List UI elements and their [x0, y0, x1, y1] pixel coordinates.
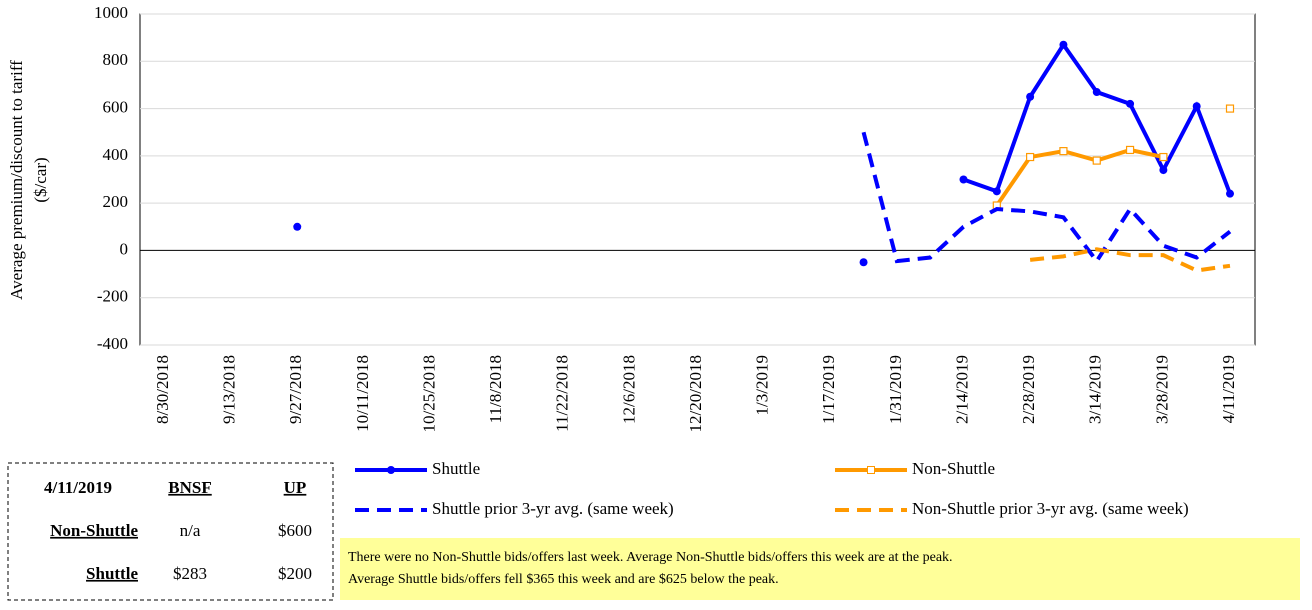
y-tick-label: 400	[103, 145, 129, 164]
x-tick-label: 11/22/2018	[553, 355, 572, 432]
x-tick-label: 12/6/2018	[619, 355, 638, 424]
x-tick-label: 11/8/2018	[486, 355, 505, 423]
point	[1026, 92, 1035, 101]
plot-area	[139, 13, 1256, 346]
y-axis-title: Average premium/discount to tariff	[7, 60, 26, 300]
x-tick-label: 2/28/2019	[1019, 355, 1038, 424]
note-line: There were no Non-Shuttle bids/offers la…	[348, 550, 953, 565]
table-row-label: Non-Shuttle	[50, 521, 138, 540]
table-cell: $600	[278, 521, 312, 540]
point	[1126, 99, 1135, 108]
point	[1225, 104, 1235, 113]
table-header: UP	[284, 478, 307, 497]
point	[1092, 88, 1101, 97]
series-line	[962, 41, 1232, 195]
table-header: BNSF	[168, 478, 211, 497]
y-tick-label: 0	[120, 239, 129, 258]
table-cell: $200	[278, 564, 312, 583]
table-cell: n/a	[180, 521, 201, 540]
x-tick-label: 9/27/2018	[286, 355, 305, 424]
x-tick-label: 9/13/2018	[220, 355, 239, 424]
point	[293, 222, 302, 231]
x-tick-label: 1/3/2019	[753, 355, 772, 415]
point	[959, 175, 968, 184]
x-tick-label: 4/11/2019	[1219, 355, 1238, 423]
x-tick-label: 8/30/2018	[153, 355, 172, 424]
point	[1192, 102, 1201, 111]
y-tick-label: -400	[97, 334, 128, 353]
table-cell: $283	[173, 564, 207, 583]
y-tick-label: 800	[103, 50, 129, 69]
y-axis-title: ($/car)	[31, 157, 50, 202]
legend-label: Shuttle prior 3-yr avg. (same week)	[432, 499, 674, 518]
point	[1226, 189, 1234, 198]
point	[1159, 166, 1168, 175]
point	[1092, 156, 1101, 165]
legend-marker	[867, 466, 875, 474]
y-tick-label: 200	[103, 192, 129, 211]
x-tick-label: 2/14/2019	[952, 355, 971, 424]
table-header: 4/11/2019	[44, 478, 112, 497]
y-tick-label: -200	[97, 287, 128, 306]
point	[1026, 152, 1035, 162]
legend-label: Non-Shuttle	[912, 459, 995, 478]
point	[992, 187, 1001, 196]
point	[1125, 145, 1135, 155]
series-line	[861, 131, 1232, 265]
note-line: Average Shuttle bids/offers fell $365 th…	[348, 572, 779, 587]
summary-table-border	[7, 462, 334, 601]
x-tick-label: 3/28/2019	[1152, 355, 1171, 424]
point	[1159, 152, 1168, 162]
series-line	[1029, 247, 1231, 273]
table-row-label: Shuttle	[86, 564, 138, 583]
x-tick-label: 10/25/2018	[419, 355, 438, 432]
point	[859, 258, 868, 267]
legend-label: Shuttle	[432, 459, 480, 478]
y-tick-label: 1000	[94, 3, 128, 22]
point	[1059, 147, 1068, 156]
legend-marker	[387, 466, 395, 474]
x-tick-label: 3/14/2019	[1086, 355, 1105, 424]
y-tick-label: 600	[103, 97, 129, 116]
x-tick-label: 1/17/2019	[819, 355, 838, 424]
legend-label: Non-Shuttle prior 3-yr avg. (same week)	[912, 499, 1189, 518]
x-tick-label: 10/11/2018	[353, 355, 372, 432]
note-box	[340, 538, 1300, 600]
point	[1059, 40, 1068, 49]
x-tick-label: 12/20/2018	[686, 355, 705, 432]
x-tick-label: 1/31/2019	[886, 355, 905, 424]
